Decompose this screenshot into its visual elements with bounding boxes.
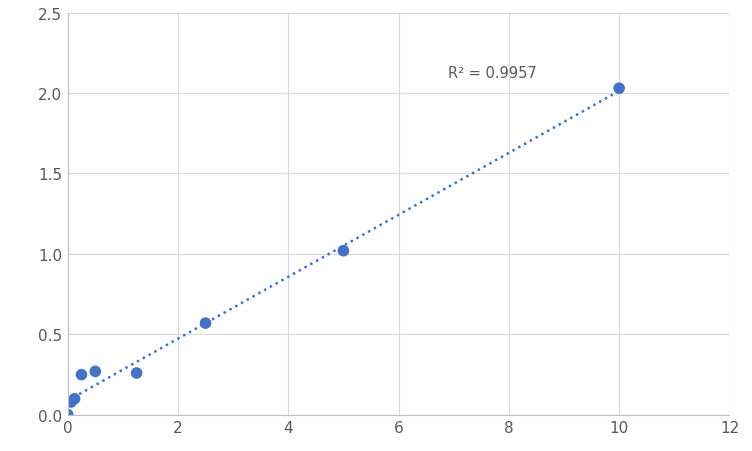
Point	[613, 85, 625, 92]
Text: R² = 0.9957: R² = 0.9957	[448, 65, 537, 80]
Point	[68, 395, 80, 402]
Point	[199, 320, 211, 327]
Point	[131, 369, 143, 377]
Point	[65, 399, 77, 406]
Point	[89, 368, 102, 375]
Point	[338, 248, 350, 255]
Point	[62, 411, 74, 418]
Point	[75, 371, 87, 378]
